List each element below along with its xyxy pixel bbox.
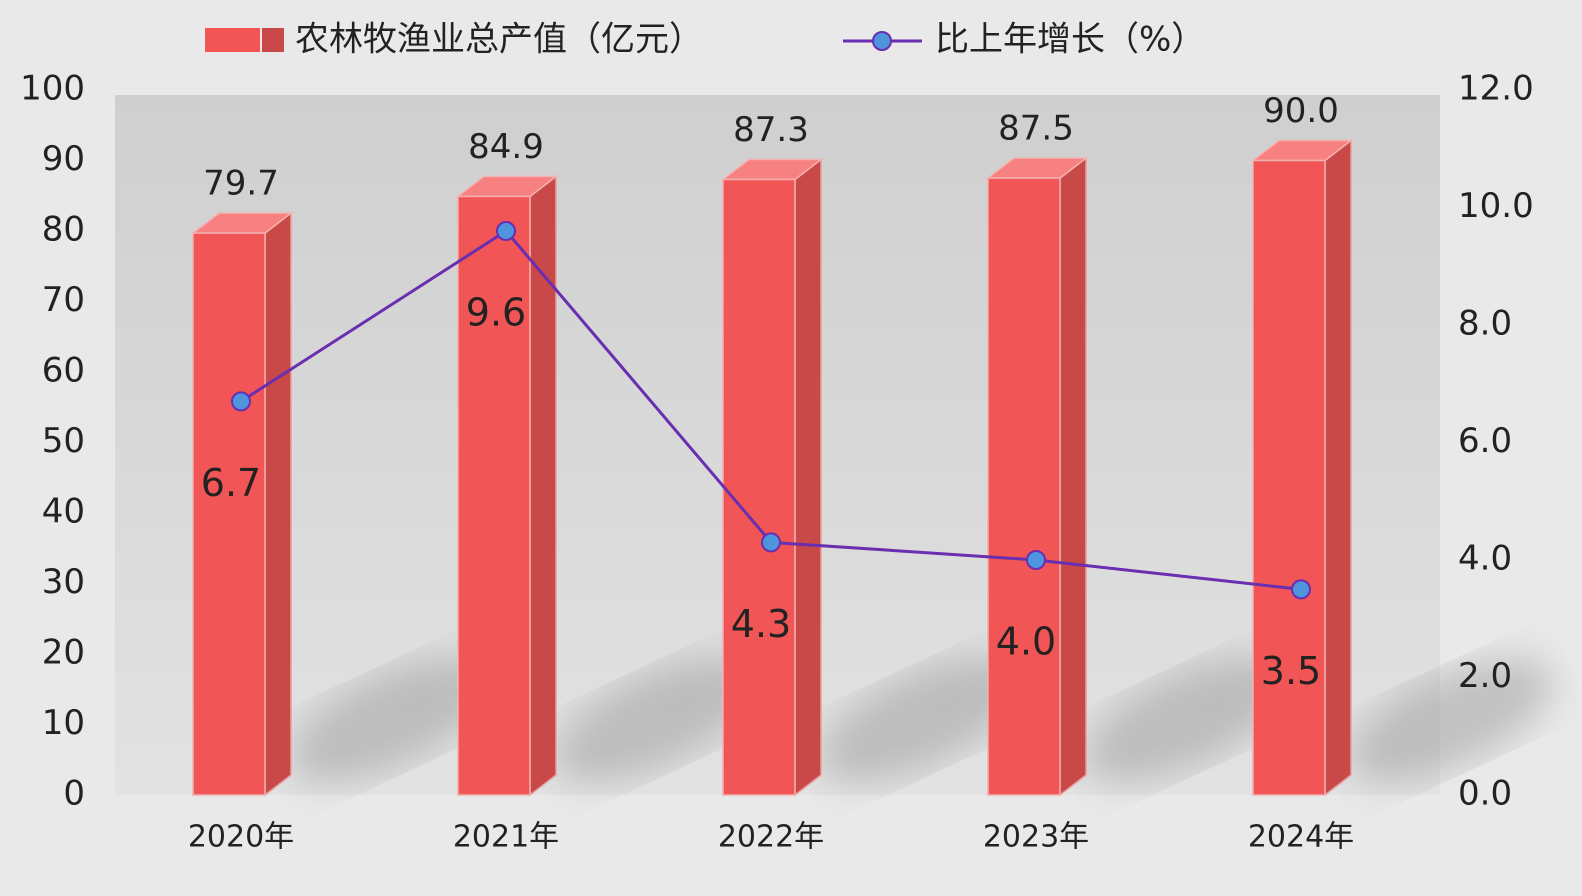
bar-face — [192, 232, 266, 796]
bar-face — [1324, 138, 1352, 797]
bar-value-label: 84.9 — [468, 127, 544, 167]
y-tick-label: 100 — [20, 69, 85, 109]
bar — [455, 174, 559, 797]
legend-swatch — [872, 31, 892, 51]
y-tick-label: 70 — [42, 280, 85, 320]
y2-tick-label: 2.0 — [1458, 656, 1512, 696]
line-marker — [231, 391, 251, 412]
legend-swatch — [262, 28, 284, 52]
y-tick-label: 50 — [42, 421, 85, 461]
legend-label: 农林牧渔业总产值（亿元） — [295, 20, 703, 60]
bar-face — [264, 211, 292, 797]
bar-face — [794, 158, 822, 797]
x-tick-label: 2022年 — [718, 820, 824, 855]
y-tick-label: 40 — [42, 492, 85, 532]
line-value-label: 3.5 — [1261, 649, 1321, 693]
bar-face — [1059, 156, 1087, 797]
y-tick-label: 60 — [42, 351, 85, 391]
y2-tick-label: 10.0 — [1458, 186, 1534, 226]
line-value-label: 4.0 — [996, 620, 1056, 664]
bar-face — [987, 177, 1061, 796]
shadow — [1349, 658, 1553, 782]
legend-label: 比上年增长（%） — [935, 20, 1205, 60]
bar-face — [1252, 159, 1326, 796]
y2-tick-label: 6.0 — [1458, 421, 1512, 461]
bar-face — [529, 174, 557, 797]
line-marker — [761, 532, 781, 553]
y2-tick-label: 4.0 — [1458, 539, 1512, 579]
bar-value-label: 87.5 — [998, 109, 1074, 149]
y-tick-label: 30 — [42, 562, 85, 602]
x-tick-label: 2021年 — [453, 820, 559, 855]
line-value-label: 4.3 — [731, 602, 791, 646]
line-value-label: 6.7 — [201, 461, 261, 505]
y2-tick-label: 0.0 — [1458, 774, 1512, 814]
line-value-label: 9.6 — [466, 291, 526, 335]
x-tick-label: 2024年 — [1248, 820, 1354, 855]
line-marker — [496, 221, 516, 241]
y-tick-label: 0 — [63, 774, 85, 814]
y-tick-label: 10 — [42, 703, 85, 743]
y2-tick-label: 12.0 — [1458, 69, 1534, 109]
bar — [1250, 138, 1354, 797]
line-marker — [1026, 550, 1046, 570]
y2-tick-label: 8.0 — [1458, 304, 1512, 344]
shadow — [289, 658, 493, 782]
bar-face — [722, 178, 796, 796]
x-tick-label: 2020年 — [188, 820, 294, 855]
bar-value-label: 90.0 — [1263, 91, 1339, 131]
shadow — [819, 658, 1023, 782]
bar-value-label: 79.7 — [203, 164, 279, 204]
x-tick-label: 2023年 — [983, 820, 1089, 855]
line-marker — [1291, 579, 1311, 600]
bar-face — [457, 195, 531, 796]
bar-value-label: 87.3 — [733, 110, 809, 150]
y-tick-label: 80 — [42, 210, 85, 250]
legend-swatch — [205, 28, 260, 52]
y-tick-label: 20 — [42, 633, 85, 673]
bar — [720, 158, 824, 797]
bar — [985, 156, 1089, 797]
y-tick-label: 90 — [42, 139, 85, 179]
bar — [190, 211, 294, 797]
shadow — [554, 658, 758, 782]
shadow — [1084, 658, 1288, 782]
